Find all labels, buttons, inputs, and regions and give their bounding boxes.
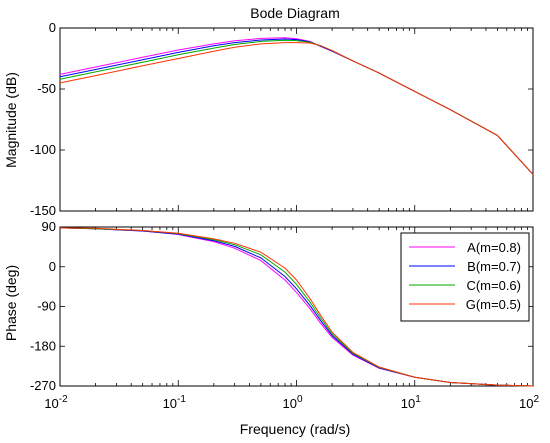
y-tick-label: -90	[37, 299, 56, 314]
legend-box	[400, 232, 530, 322]
y-tick-label: -100	[30, 142, 56, 157]
x-tick-label: 100	[282, 394, 302, 411]
phase-axis-label: Phase (deg)	[3, 265, 19, 341]
y-tick-label: 90	[42, 219, 56, 234]
y-tick-label: -50	[37, 81, 56, 96]
legend-label: C(m=0.6)	[466, 278, 521, 293]
legend: A(m=0.8) B(m=0.7) C(m=0.6) G(m=0.5)	[400, 232, 530, 322]
y-tick-label: -150	[30, 203, 56, 218]
magnitude-panel: 0 -50 -100 -150	[30, 20, 534, 218]
y-tick-label: 0	[49, 259, 56, 274]
chart-title: Bode Diagram	[250, 5, 340, 21]
y-tick-label: -180	[30, 338, 56, 353]
x-tick-label: 101	[401, 394, 421, 411]
y-tick-label: -270	[30, 378, 56, 393]
series-line-g	[59, 42, 534, 175]
x-tick-label: 10-2	[44, 394, 68, 411]
series-line-a	[59, 37, 534, 175]
series-line-c	[59, 39, 534, 175]
y-tick-label: 0	[49, 20, 56, 35]
x-tick-label: 102	[519, 394, 539, 411]
plot-area-frame	[59, 27, 534, 212]
legend-label: B(m=0.7)	[467, 259, 521, 274]
x-tick-label: 10-1	[163, 394, 187, 411]
legend-label: G(m=0.5)	[466, 297, 521, 312]
legend-label: A(m=0.8)	[467, 240, 521, 255]
magnitude-axis-label: Magnitude (dB)	[3, 72, 19, 168]
series-line-g	[59, 227, 534, 387]
frequency-axis-label: Frequency (rad/s)	[240, 421, 350, 437]
